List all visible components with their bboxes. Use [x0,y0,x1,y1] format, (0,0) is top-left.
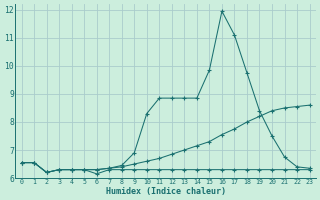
X-axis label: Humidex (Indice chaleur): Humidex (Indice chaleur) [106,187,226,196]
